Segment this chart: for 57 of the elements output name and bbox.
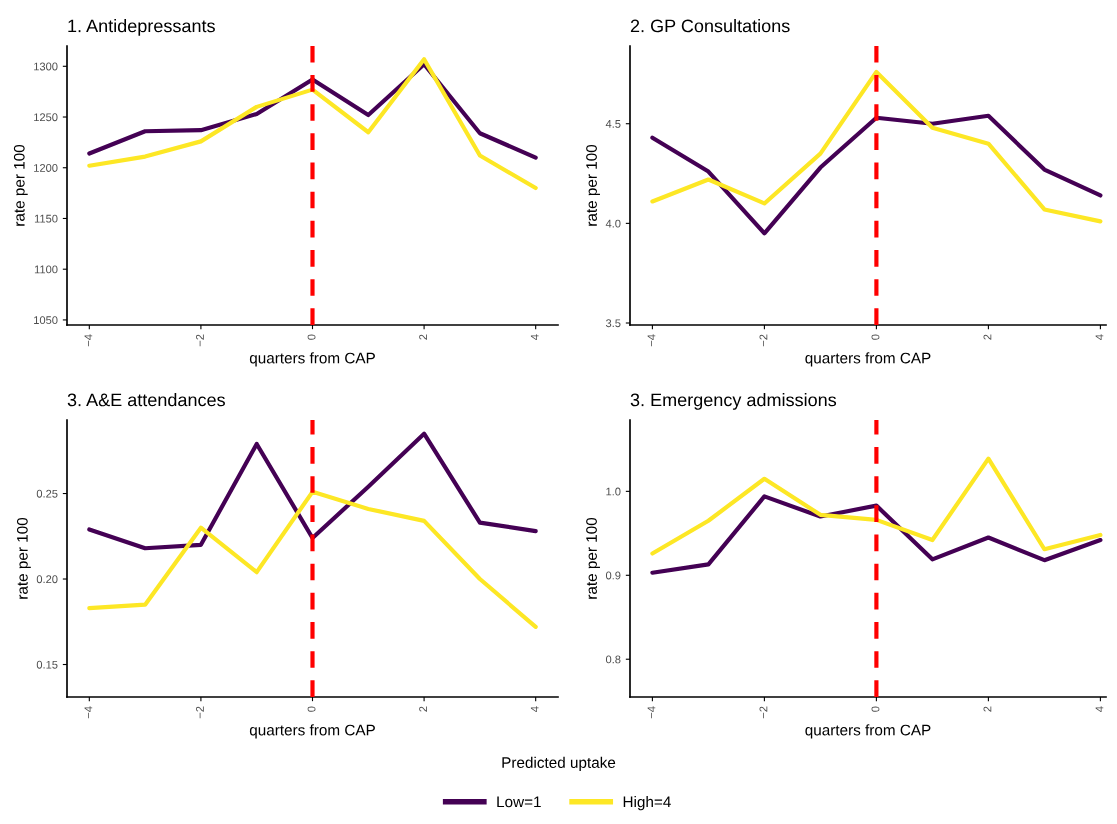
chart-title: 3. A&E attendances bbox=[67, 393, 225, 407]
x-tick-label: −4 bbox=[647, 706, 656, 719]
line-series bbox=[650, 456, 1103, 556]
y-tick-label: 0.9 bbox=[605, 571, 621, 580]
y-tick-label: 3.5 bbox=[605, 319, 621, 328]
x-tick-label: −2 bbox=[759, 334, 768, 347]
x-tick-label: 2 bbox=[983, 334, 992, 340]
y-tick-label: 4.0 bbox=[605, 219, 621, 228]
legend-label: Low=1 bbox=[497, 796, 541, 808]
x-tick-label: −2 bbox=[196, 706, 204, 719]
x-tick-label: 0 bbox=[307, 334, 316, 340]
y-tick-label: 1300 bbox=[34, 62, 58, 71]
x-tick-label: 0 bbox=[871, 706, 880, 712]
x-tick-label: 2 bbox=[419, 706, 427, 712]
y-axis-title: rate per 100 bbox=[13, 144, 28, 226]
chart-title: 1. Antidepressants bbox=[68, 19, 215, 36]
x-tick-label: −2 bbox=[196, 334, 204, 347]
x-axis-title: quarters from CAP bbox=[805, 352, 931, 367]
x-tick-label: 4 bbox=[1095, 334, 1104, 340]
x-tick-label: 0 bbox=[307, 706, 316, 712]
line-series bbox=[650, 69, 1103, 224]
x-tick-label: 2 bbox=[983, 706, 992, 712]
line-series bbox=[87, 489, 538, 629]
x-tick-label: −2 bbox=[759, 706, 768, 719]
y-tick-label: 0.20 bbox=[36, 575, 58, 584]
chart-title: 2. GP Consultations bbox=[630, 19, 790, 33]
x-tick-label: −4 bbox=[647, 334, 656, 347]
x-tick-label: 4 bbox=[530, 706, 539, 712]
x-axis-title: quarters from CAP bbox=[249, 352, 375, 367]
chart-title: 3. Emergency admissions bbox=[630, 393, 837, 410]
x-tick-label: 4 bbox=[1095, 706, 1104, 712]
x-tick-label: 0 bbox=[871, 334, 880, 340]
y-tick-label: 0.8 bbox=[605, 655, 621, 664]
y-tick-label: 0.25 bbox=[36, 489, 58, 498]
x-tick-label: 2 bbox=[419, 334, 427, 340]
y-tick-label: 4.5 bbox=[605, 120, 621, 128]
y-tick-label: 1050 bbox=[34, 316, 58, 325]
y-tick-label: 1250 bbox=[34, 113, 58, 122]
line-series bbox=[650, 113, 1103, 236]
legend-title: Predicted uptake bbox=[502, 756, 616, 772]
x-tick-label: −4 bbox=[84, 334, 93, 347]
legend-label: High=4 bbox=[623, 796, 671, 811]
line-series bbox=[87, 431, 538, 551]
y-axis-title: rate per 100 bbox=[586, 144, 600, 226]
y-tick-label: 1150 bbox=[34, 214, 58, 223]
y-tick-label: 1.0 bbox=[606, 487, 621, 496]
line-series bbox=[87, 57, 538, 191]
x-axis-title: quarters from CAP bbox=[805, 724, 931, 739]
x-tick-label: 4 bbox=[530, 334, 539, 340]
y-axis-title: rate per 100 bbox=[586, 517, 600, 599]
line-series bbox=[650, 494, 1103, 575]
x-tick-label: −4 bbox=[84, 706, 93, 719]
y-tick-label: 0.15 bbox=[36, 660, 58, 669]
y-tick-label: 1100 bbox=[34, 265, 58, 274]
y-tick-label: 1200 bbox=[34, 164, 58, 172]
x-axis-title: quarters from CAP bbox=[249, 724, 375, 739]
y-axis-title: rate per 100 bbox=[16, 517, 31, 599]
